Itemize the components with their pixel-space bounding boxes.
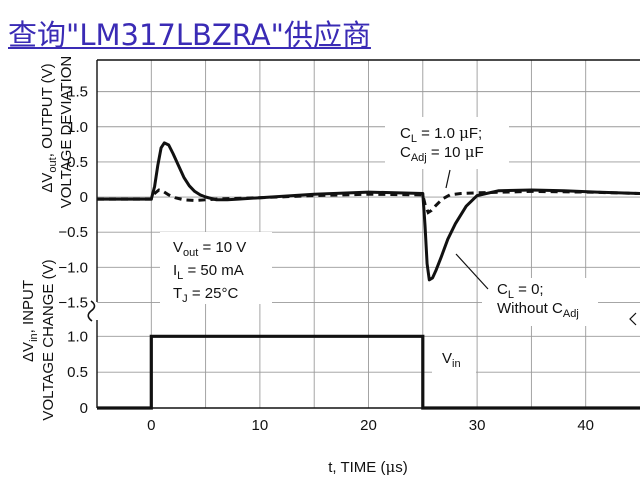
x-tick-label: 30: [469, 417, 486, 434]
tick-labels: 0 10 20 30 40 1.5 1.0 0.5 0 −0.5 −1.0 −1.5 1.0 0.5 0: [58, 84, 594, 434]
label-without-cadj: CL = 0; Without CAdj: [497, 281, 579, 320]
x-tick-label: 40: [577, 417, 594, 434]
leader-line-cadj: [445, 169, 451, 189]
no-cadj-label-box: [482, 278, 598, 326]
conditions-line: TJ = 25°C: [173, 285, 238, 305]
y-tick-label-bottom: 0: [80, 400, 88, 417]
y-tick-label-bottom: 1.0: [67, 328, 88, 345]
vin-label-box: [432, 346, 476, 376]
label-with-cadj: CL = 1.0 μF; CAdj = 10 μF: [400, 124, 484, 164]
supplier-search-link[interactable]: 查询"LM317LBZRA"供应商: [8, 18, 371, 52]
top-y-axis-label-line2: VOLTAGE DEVIATION: [58, 56, 75, 209]
label-vin: Vin: [442, 350, 461, 370]
x-axis-label: t, TIME (μs): [328, 458, 407, 476]
bottom-y-axis-label-line2: VOLTAGE CHANGE (V): [40, 259, 57, 420]
y-tick-label-top: 0: [80, 189, 88, 206]
y-tick-label-top: −1.5: [58, 294, 88, 311]
series-line-vin-step: [97, 334, 640, 410]
y-tick-label-top: −1.0: [58, 259, 88, 276]
conditions-line: Vout = 10 V: [173, 239, 246, 259]
bottom-y-axis-label-line1: ΔVin, INPUT: [20, 280, 40, 362]
top-y-axis-label-line1: ΔVout, OUTPUT (V): [39, 63, 59, 192]
x-tick-label: 10: [252, 417, 269, 434]
annotations: CL = 1.0 μF; CAdj = 10 μF Vout = 10 V IL = …: [160, 117, 598, 376]
series-line-with-cadj: [97, 188, 640, 215]
x-tick-label: 20: [360, 417, 377, 434]
y-tick-label-top: 0.5: [67, 154, 88, 171]
y-tick-label-top: −0.5: [58, 224, 88, 241]
conditions-box: [160, 232, 272, 304]
x-tick-label: 0: [147, 417, 155, 434]
y-tick-label-top: 1.0: [67, 119, 88, 136]
leader-line-no-cadj: [455, 253, 489, 290]
axis-break-marks: [87, 300, 637, 326]
grid: [97, 60, 640, 408]
conditions-line: IL = 50 mA: [173, 262, 244, 282]
cadj-label-box: [385, 117, 509, 169]
series-group: [97, 141, 640, 410]
y-tick-label-top: 1.5: [67, 84, 88, 101]
y-tick-label-bottom: 0.5: [67, 364, 88, 381]
